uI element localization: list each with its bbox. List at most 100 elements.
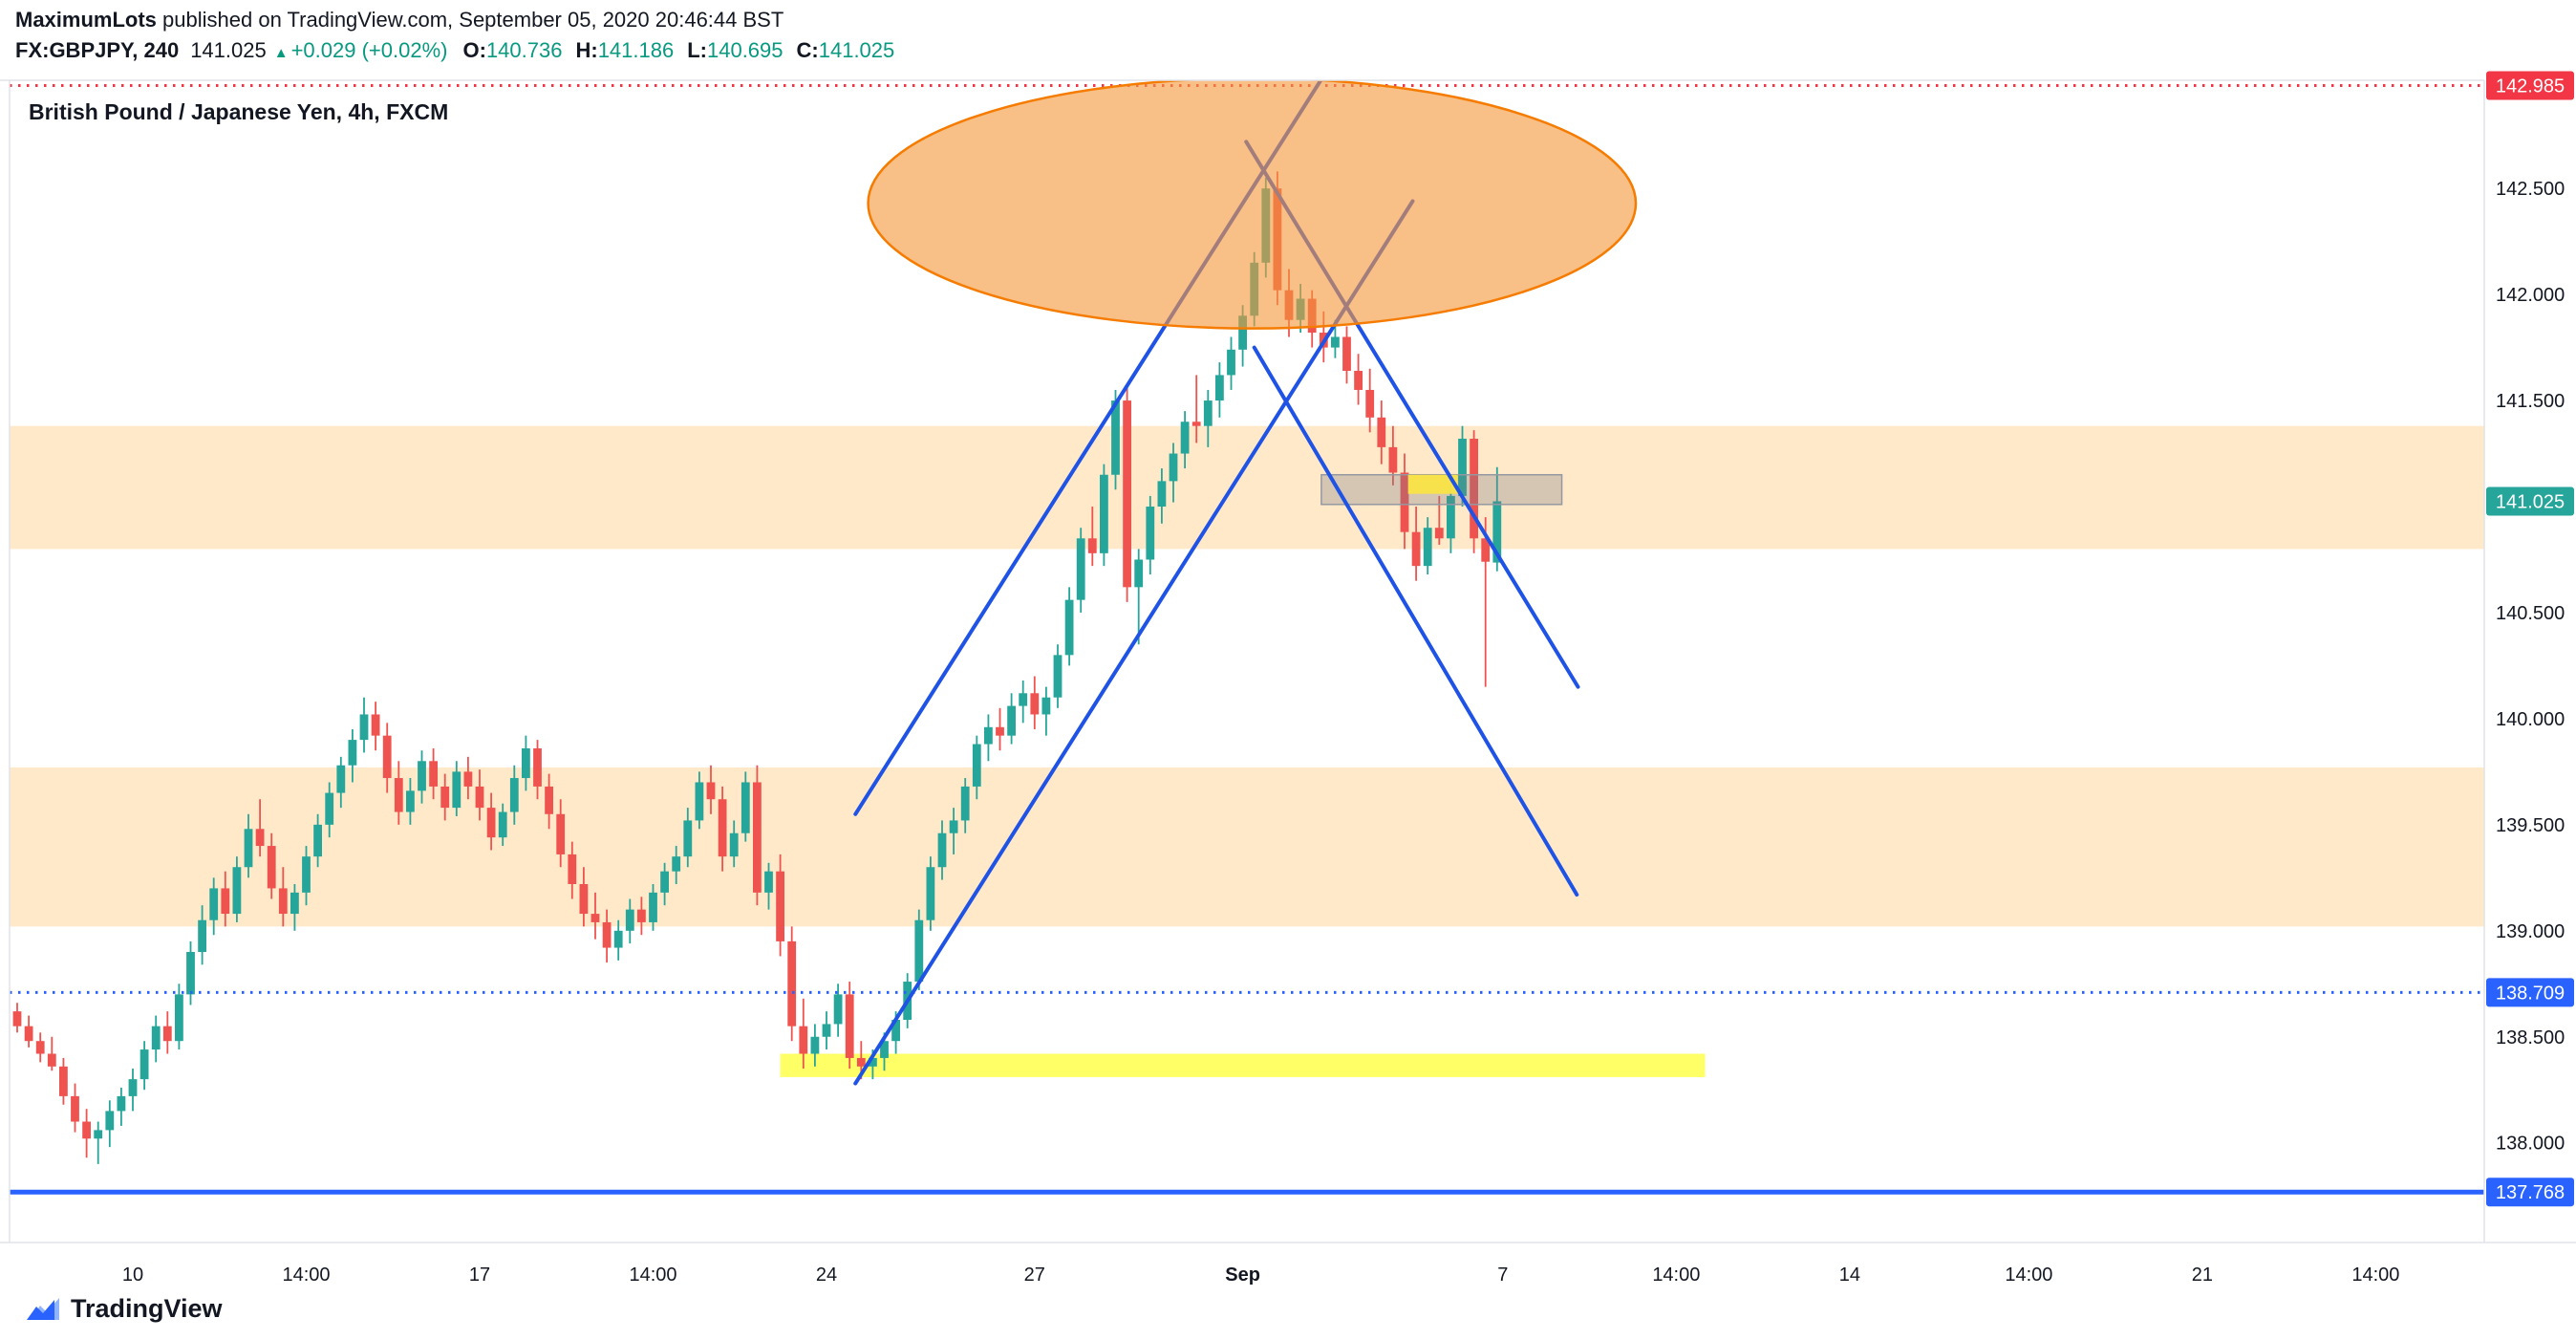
candle-up bbox=[302, 856, 311, 893]
candle-down bbox=[1481, 538, 1491, 562]
candle-down bbox=[568, 854, 577, 884]
candle-up bbox=[198, 919, 206, 952]
candle-down bbox=[787, 940, 797, 1027]
candle-up bbox=[1203, 400, 1213, 426]
candle-up bbox=[1458, 439, 1467, 496]
candle-down bbox=[1388, 446, 1398, 473]
entry-highlight-box bbox=[1407, 474, 1458, 494]
peak-ellipse bbox=[867, 80, 1638, 330]
published-text: published on TradingView.com, September … bbox=[156, 8, 784, 32]
candle-up bbox=[649, 892, 657, 922]
ohlc-close: C:141.025 bbox=[796, 38, 895, 62]
time-axis[interactable]: 10 14:00 17 14:00 24 27 Sep 7 14:00 14 14:00 21 14:0… bbox=[122, 1264, 2400, 1286]
candle-up bbox=[1111, 400, 1120, 475]
time-tick-label: 27 bbox=[1024, 1264, 1045, 1286]
candle-up bbox=[810, 1036, 820, 1054]
candle-up bbox=[869, 1057, 877, 1067]
candle-up bbox=[625, 909, 634, 931]
time-tick-label: 17 bbox=[469, 1264, 490, 1286]
candle-down bbox=[545, 786, 553, 814]
candle-up bbox=[452, 771, 462, 809]
candle-up bbox=[880, 1041, 889, 1058]
candle-down bbox=[602, 921, 612, 948]
candle-down bbox=[996, 726, 1004, 736]
chart-title: British Pound / Japanese Yen, 4h, FXCM bbox=[29, 99, 449, 124]
time-tick-label: 10 bbox=[122, 1264, 143, 1286]
candle-up bbox=[232, 867, 242, 915]
candle-up bbox=[117, 1095, 126, 1112]
candle-down bbox=[267, 846, 276, 889]
candle-down bbox=[71, 1095, 79, 1122]
candle-wick bbox=[1438, 495, 1441, 545]
candle-up bbox=[1076, 538, 1085, 600]
candle-down bbox=[706, 782, 716, 800]
candle-down bbox=[856, 1057, 866, 1067]
candle-up bbox=[186, 952, 195, 995]
price-label-badge-text: 137.768 bbox=[2496, 1182, 2565, 1203]
time-tick-label: 14:00 bbox=[629, 1264, 676, 1286]
candle-up bbox=[822, 1024, 831, 1037]
candle-up bbox=[128, 1079, 138, 1096]
candle-wick bbox=[1137, 549, 1140, 645]
candle-up bbox=[741, 782, 750, 833]
tradingview-logo[interactable]: TradingView bbox=[25, 1294, 223, 1324]
candle-up bbox=[833, 994, 843, 1025]
candle-wick bbox=[1091, 507, 1094, 567]
candle-up bbox=[325, 792, 334, 825]
candle-down bbox=[59, 1066, 68, 1096]
candle-down bbox=[221, 888, 230, 915]
candle-down bbox=[718, 799, 727, 857]
candle-down bbox=[47, 1053, 56, 1067]
candle-up bbox=[348, 740, 357, 766]
price-tick-label: 138.000 bbox=[2496, 1134, 2565, 1155]
highlight-zone-band bbox=[10, 425, 2484, 550]
ohlc-high: H:141.186 bbox=[575, 38, 675, 62]
candle-down bbox=[429, 761, 438, 787]
candle-wick bbox=[259, 799, 261, 857]
candle-up bbox=[498, 811, 507, 838]
candle-up bbox=[151, 1026, 161, 1050]
candle-up bbox=[960, 786, 970, 821]
candle-down bbox=[533, 747, 542, 787]
time-tick-label: Sep bbox=[1225, 1264, 1260, 1286]
candle-down bbox=[1365, 389, 1375, 418]
candle-down bbox=[255, 829, 265, 847]
candle-down bbox=[382, 735, 392, 779]
candle-down bbox=[1470, 439, 1478, 539]
symbol-info-line: FX:GBPJPY, 240 141.025 ▲ +0.029 (+0.02%) O:1… bbox=[15, 36, 908, 68]
price-label-badge-text: 138.709 bbox=[2496, 983, 2565, 1004]
price-tick-label: 139.000 bbox=[2496, 921, 2565, 942]
candle-up bbox=[1134, 559, 1144, 588]
candle-up bbox=[729, 832, 739, 857]
candle-up bbox=[683, 820, 693, 857]
header: MaximumLots published on TradingView.com… bbox=[15, 6, 908, 68]
candle-down bbox=[463, 771, 473, 787]
candle-down bbox=[475, 786, 484, 809]
candle-up bbox=[672, 856, 681, 872]
candle-down bbox=[1377, 417, 1386, 447]
time-tick-label: 24 bbox=[816, 1264, 837, 1286]
chart-plot-area[interactable] bbox=[10, 74, 2484, 1195]
last-price: 141.025 bbox=[190, 38, 267, 62]
candle-down bbox=[799, 1026, 808, 1054]
price-tick-label: 142.000 bbox=[2496, 285, 2565, 306]
candle-up bbox=[244, 829, 253, 868]
candle-up bbox=[891, 1020, 900, 1042]
price-change: +0.029 (+0.02%) bbox=[290, 38, 448, 62]
price-tick-label: 141.500 bbox=[2496, 391, 2565, 412]
time-tick-label: 21 bbox=[2192, 1264, 2213, 1286]
candle-wick bbox=[1484, 517, 1487, 687]
symbol-name[interactable]: FX:GBPJPY, 240 bbox=[15, 38, 180, 62]
candle-up bbox=[359, 714, 369, 741]
candle-up bbox=[1053, 655, 1063, 698]
candle-up bbox=[1157, 481, 1167, 508]
candle-up bbox=[1041, 697, 1051, 715]
trendline bbox=[1252, 345, 1579, 897]
price-axis[interactable]: 142.500 142.000 141.500 140.500 140.000 139.5… bbox=[2486, 71, 2574, 1207]
price-label-badge-text: 141.025 bbox=[2496, 491, 2565, 512]
tradingview-brand-text: TradingView bbox=[71, 1294, 223, 1323]
candle-up bbox=[1215, 375, 1224, 401]
candle-up bbox=[1064, 599, 1074, 656]
